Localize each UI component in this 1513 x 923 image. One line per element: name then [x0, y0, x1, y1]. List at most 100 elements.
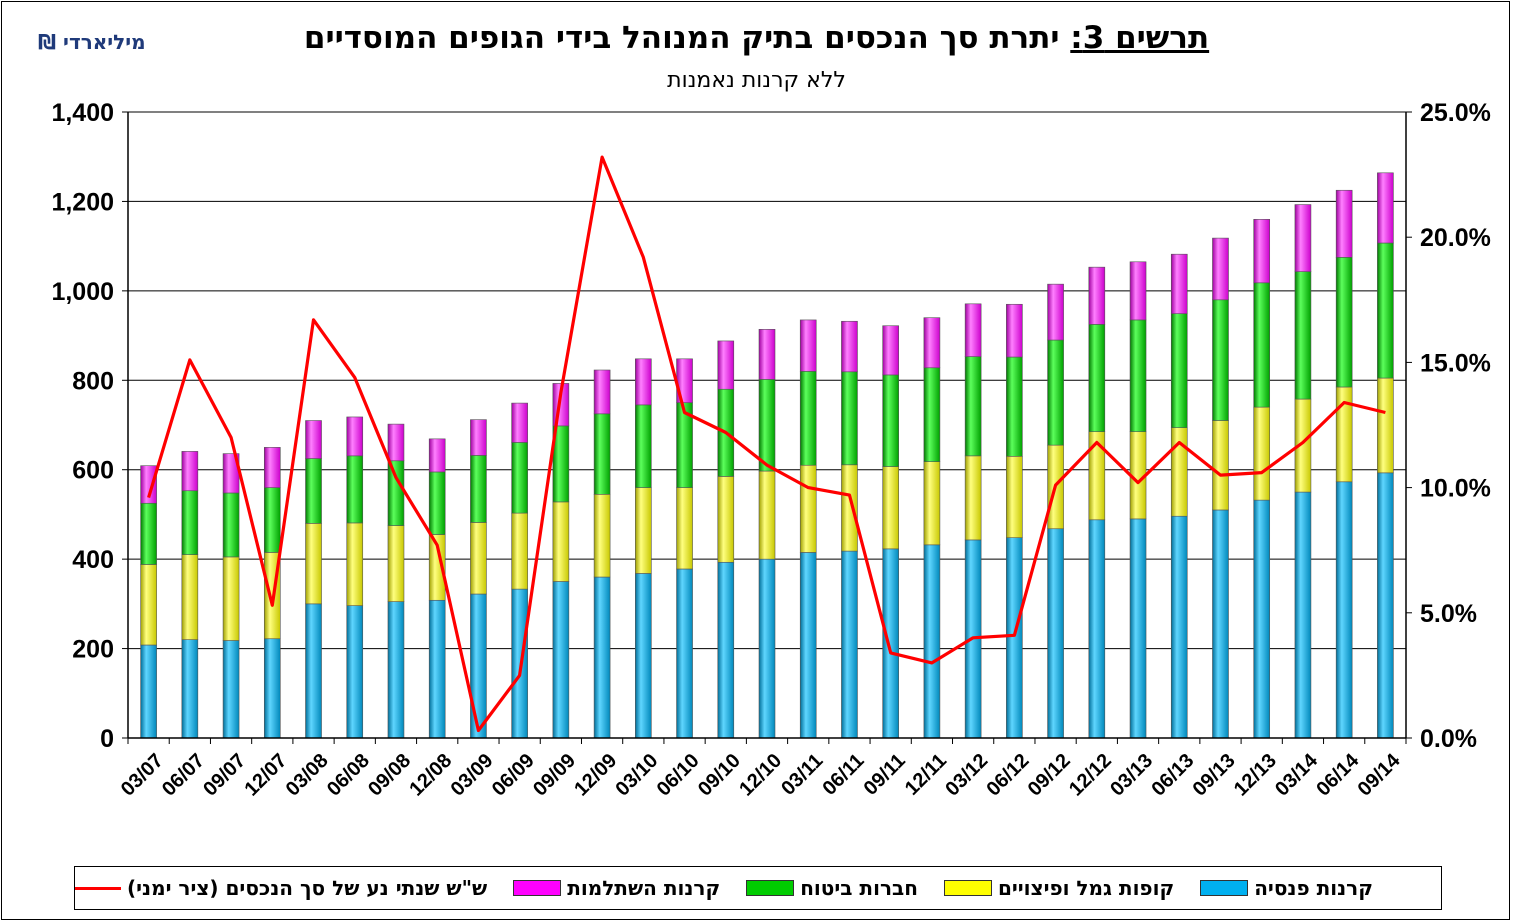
- left-tick-label: 0: [100, 725, 114, 753]
- bar-segment: [1047, 283, 1064, 341]
- bar-segment: [470, 419, 487, 456]
- bar-segment: [181, 451, 199, 492]
- bar-segment: [1253, 219, 1271, 284]
- right-tick-label: 15.0%: [1420, 349, 1491, 377]
- bar-segment: [1335, 481, 1353, 739]
- bar-segment: [305, 603, 322, 739]
- x-tick-label: 09/12: [1024, 750, 1075, 801]
- bar-segment: [1377, 242, 1394, 379]
- bar-segment: [1129, 261, 1147, 321]
- bar-segment: [511, 402, 528, 443]
- x-tick-label: 09/07: [199, 750, 250, 801]
- x-tick-label: 09/10: [694, 750, 745, 801]
- bar-segment: [181, 490, 199, 555]
- left-tick-label: 600: [72, 457, 114, 485]
- x-tick-label: 03/12: [941, 750, 992, 801]
- bar-segment: [923, 544, 941, 739]
- x-tick-label: 06/08: [323, 750, 374, 801]
- bar-segment: [1294, 271, 1312, 400]
- x-tick-label: 06/10: [653, 750, 704, 801]
- legend-swatch: [746, 880, 795, 896]
- bar-segment: [1047, 528, 1064, 739]
- bar-segment: [222, 492, 240, 558]
- bar-segment: [1170, 313, 1188, 428]
- x-tick-label: 03/13: [1106, 750, 1157, 801]
- bar-segment: [758, 558, 776, 739]
- left-tick-label: 800: [72, 367, 114, 395]
- bar-segment: [387, 423, 405, 462]
- bar-segment: [923, 461, 941, 546]
- bar-segment: [635, 487, 652, 574]
- bar-segment: [1006, 303, 1023, 358]
- right-tick-label: 0.0%: [1420, 725, 1477, 753]
- right-tick-label: 20.0%: [1420, 224, 1491, 252]
- x-tick-label: 06/14: [1312, 749, 1364, 801]
- x-tick-label: 03/14: [1271, 749, 1323, 801]
- legend-swatch: [943, 880, 992, 896]
- legend-item: ש"ש שנתי נע של סך הנכסים (ציר ימני): [75, 876, 487, 900]
- bar-segment: [1006, 537, 1023, 739]
- bar-segment: [346, 522, 364, 606]
- bar-segment: [1212, 299, 1229, 421]
- left-tick-label: 400: [72, 546, 114, 574]
- bar-segment: [1335, 257, 1353, 388]
- bar-segment: [470, 593, 487, 739]
- bar-segment: [882, 374, 899, 467]
- bar-segment: [593, 369, 611, 415]
- bar-segment: [346, 455, 364, 524]
- x-tick-label: 09/11: [860, 750, 910, 800]
- x-tick-label: 09/09: [529, 750, 580, 801]
- bar-segment: [1253, 282, 1271, 408]
- bar-segment: [593, 494, 611, 578]
- legend-label: קרנות פנסיה: [1254, 876, 1373, 900]
- bar-segment: [882, 548, 899, 739]
- x-tick-label: 12/10: [735, 750, 786, 801]
- bar-segment: [470, 522, 487, 595]
- bar-segment: [1377, 172, 1394, 244]
- bar-segment: [676, 568, 693, 739]
- bar-segment: [1088, 431, 1106, 521]
- right-tick-label: 5.0%: [1420, 600, 1477, 628]
- left-tick-label: 1,000: [51, 278, 114, 306]
- left-tick-label: 200: [72, 636, 114, 664]
- bar-segment: [964, 455, 982, 541]
- x-tick-label: 12/12: [1065, 750, 1116, 801]
- legend-swatch: [513, 880, 562, 896]
- bar-segment: [964, 356, 982, 457]
- x-tick-label: 06/09: [488, 750, 539, 801]
- bar-segment: [263, 447, 281, 488]
- bar-segment: [1170, 253, 1188, 314]
- bar-segment: [799, 319, 817, 372]
- growth-line: [147, 155, 1386, 733]
- bar-segment: [387, 460, 405, 526]
- bar-segment: [593, 413, 611, 495]
- bar-segment: [140, 564, 157, 646]
- bar-segment: [635, 573, 652, 739]
- bar-segment: [1212, 420, 1229, 511]
- bar-segment: [841, 320, 858, 373]
- x-tick-label: 12/09: [570, 750, 621, 801]
- bar-segment: [387, 525, 405, 602]
- bar-segment: [305, 458, 322, 524]
- bar-segment: [923, 317, 941, 369]
- bar-segment: [717, 561, 735, 739]
- bar-segment: [181, 554, 199, 640]
- unit-label: מיליארדי ₪: [38, 30, 146, 54]
- bar-segment: [387, 601, 405, 739]
- legend-item: קרנות השתלמות: [513, 876, 720, 900]
- bar-segment: [799, 464, 817, 553]
- x-tick-label: 09/13: [1189, 750, 1240, 801]
- legend-label: חברות ביטוח: [800, 876, 918, 900]
- x-tick-label: 03/11: [777, 750, 827, 800]
- legend-item: קרנות פנסיה: [1200, 876, 1373, 900]
- bar-segment: [635, 358, 652, 406]
- bar-segment: [964, 303, 982, 357]
- x-tick-label: 12/11: [901, 750, 951, 800]
- bar-segment: [1170, 515, 1188, 739]
- title-text: יתרת סך הנכסים בתיק המנוהל בידי הגופים ה…: [303, 20, 1060, 56]
- legend-label: קרנות השתלמות: [567, 876, 721, 900]
- bar-segment: [841, 550, 858, 739]
- bar-segment: [1377, 377, 1394, 474]
- bar-segment: [428, 438, 446, 473]
